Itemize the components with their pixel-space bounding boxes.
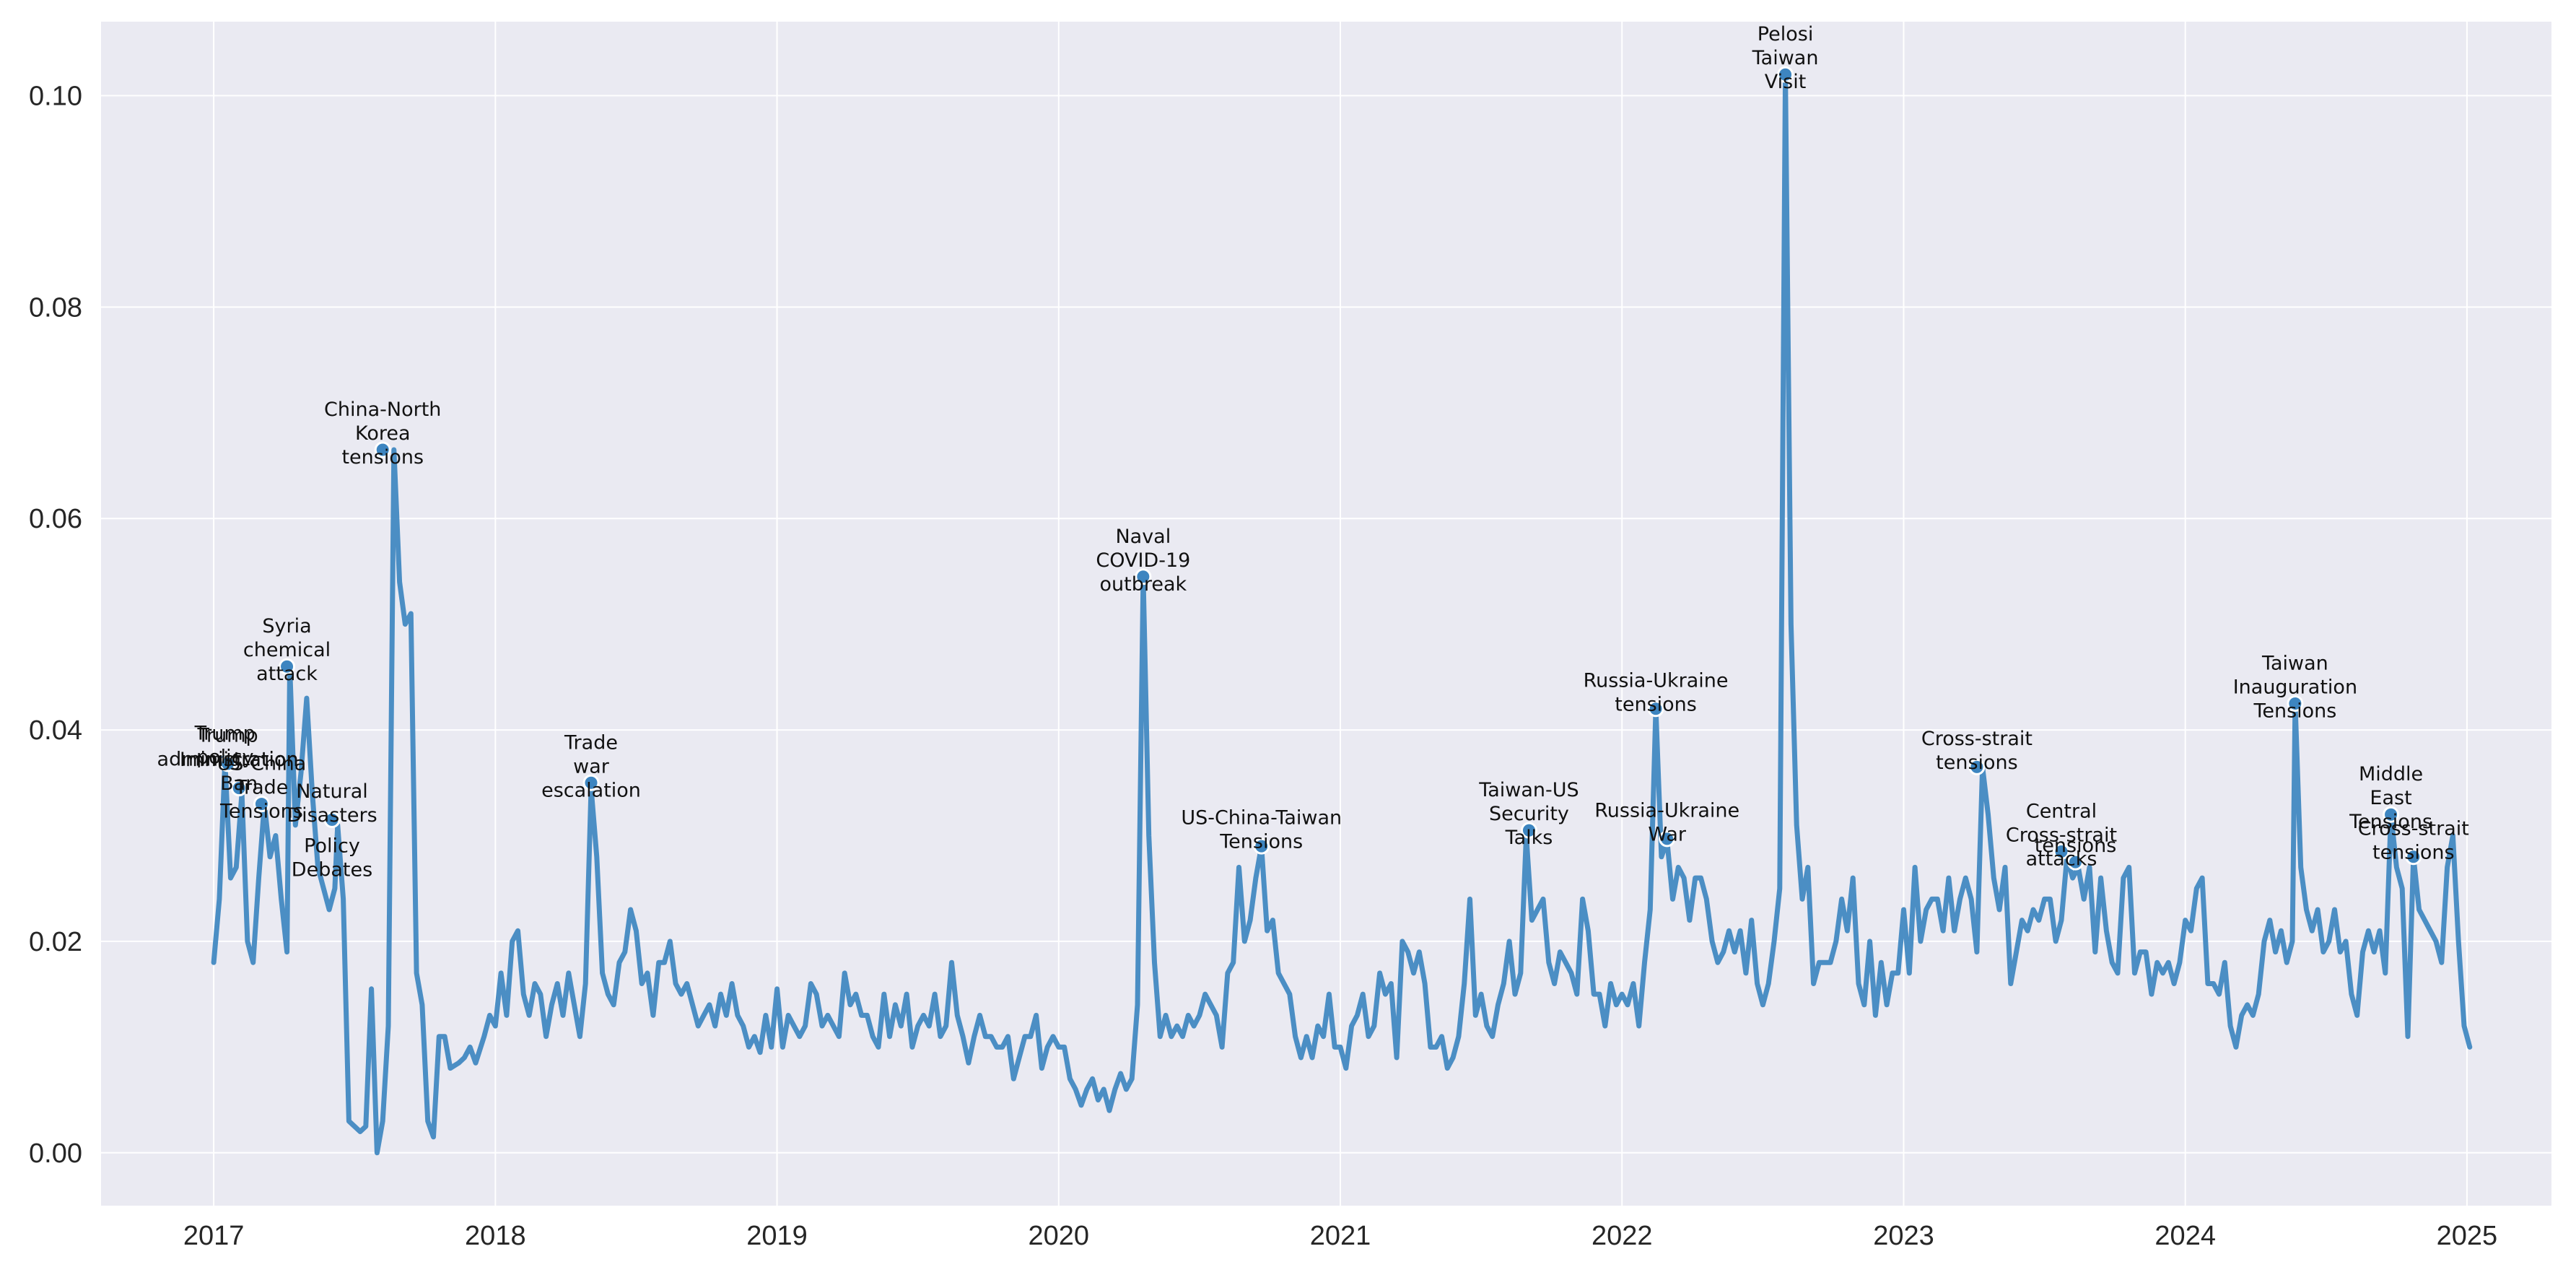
y-tick-label: 0.02 [29,927,82,957]
annotation-marker [323,811,341,829]
annotation-label: US-China [217,753,307,775]
annotation-label: outbreak [1100,573,1187,596]
annotation-marker [219,755,237,772]
annotation-label: Visit [1765,71,1807,93]
annotation-label: Trade [564,731,618,754]
annotation-label: Tensions [1219,831,1303,853]
annotation-label: Tensions [2349,811,2432,833]
y-tick-label: 0.04 [29,715,82,746]
grid-lines [101,22,2551,1206]
x-tick-label: 2017 [183,1221,245,1251]
annotation-marker [1253,837,1270,855]
x-tick-label: 2022 [1592,1221,1653,1251]
annotation-label: East [2370,787,2411,809]
annotation-label: chemical [243,639,331,661]
annotation-label: tensions [1615,693,1697,715]
annotation-label: policy [196,746,254,769]
annotation-label: Cross-strait [1921,728,2033,750]
y-tick-label: 0.08 [29,292,82,323]
x-tick-label: 2019 [746,1221,808,1251]
annotation-marker [279,658,296,675]
annotation-marker [2383,806,2400,823]
annotation-labels: TrumppolicyTrumpadministrationImmigratio… [157,23,2469,881]
y-axis-tick-labels: 0.00 0.02 0.04 0.06 0.08 0.10 [29,82,82,1169]
y-tick-label: 0.06 [29,504,82,534]
annotation-marker [1647,700,1664,718]
annotation-label: Syria [262,615,311,637]
annotation-marker [230,780,248,797]
annotation-label: attack [256,663,318,685]
annotation-marker [374,441,391,458]
annotation-marker [2287,695,2304,712]
annotation-label: Disasters [287,804,377,827]
annotation-label: tensions [2372,841,2455,863]
annotation-label: Korea [355,422,411,445]
annotation-markers [217,66,2422,871]
annotation-label: war [573,755,610,778]
x-tick-label: 2018 [465,1221,526,1251]
annotation-label: Policy [304,835,360,858]
annotation-label: Tensions [2253,700,2336,722]
annotation-label: Inauguration [2233,676,2357,698]
annotation-label: Debates [292,859,372,881]
annotation-label: Trump [197,724,258,746]
annotation-marker [253,796,270,813]
annotation-label: tensions [1936,752,2018,774]
annotation-label: Central [2026,800,2097,822]
annotation-label: Russia-Ukraine [1594,799,1739,822]
annotation-label: Naval [1115,526,1171,548]
annotation-marker [2053,843,2070,860]
annotation-label: China-North [324,399,441,421]
annotation-marker [1777,66,1794,83]
annotation-label: Natural [296,780,368,803]
annotation-marker [1520,822,1537,839]
y-tick-label: 0.10 [29,82,82,112]
annotation-label: COVID-19 [1096,549,1190,572]
annotation-label: Tensions [219,801,303,823]
annotation-label: Security [1489,803,1569,825]
series-line [211,71,2473,1156]
annotation-marker [1968,758,1986,775]
x-axis-tick-labels: 2017 2018 2019 2020 2021 2022 2023 2024 2025 [183,1221,2497,1251]
x-tick-label: 2025 [2437,1221,2498,1251]
annotation-label: administration [157,748,299,770]
annotation-label: Trump [194,723,256,745]
annotation-label: Immigration [180,749,299,771]
annotation-label: Taiwan-US [1478,779,1579,801]
annotation-label: Taiwan [1752,47,1819,69]
annotation-marker [1135,568,1152,585]
annotation-marker [2067,853,2084,871]
annotation-label: attacks [2026,848,2097,870]
annotation-label: US-China-Taiwan [1181,807,1342,830]
annotation-label: War [1648,823,1687,845]
y-tick-label: 0.00 [29,1138,82,1169]
x-tick-label: 2023 [1873,1221,1934,1251]
annotation-label: Cross-strait [2358,817,2469,840]
annotation-label: Ban [220,772,258,795]
x-tick-label: 2021 [1310,1221,1371,1251]
annotation-label: Middle [2359,763,2423,785]
annotation-label: escalation [541,779,641,801]
x-tick-label: 2020 [1029,1221,1090,1251]
annotation-marker [582,774,600,791]
annotation-label: tensions [2035,835,2117,857]
annotation-label: Trade [234,777,288,799]
annotation-label: Cross-strait [2006,824,2117,846]
annotation-marker [1659,830,1676,848]
annotation-label: Russia-Ukraine [1584,669,1729,692]
annotation-label: Pelosi [1758,23,1814,45]
annotation-label: Taiwan [2261,652,2328,674]
annotation-label: Talks [1505,827,1553,849]
annotation-label: tensions [341,446,424,469]
x-tick-label: 2024 [2154,1221,2216,1251]
annotation-marker [2405,848,2422,866]
